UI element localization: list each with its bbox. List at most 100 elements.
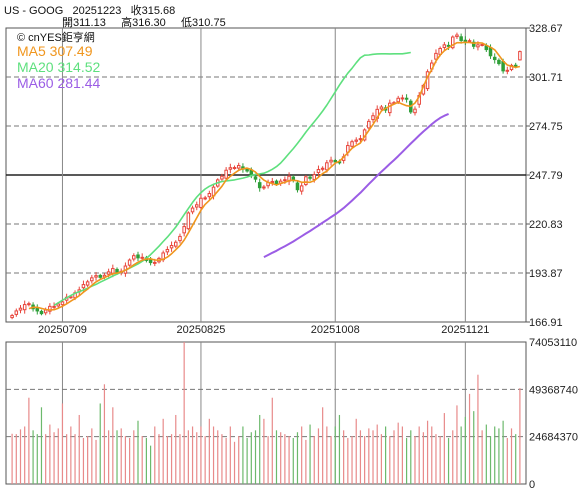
candle-body xyxy=(81,284,86,289)
volume-bar xyxy=(32,430,34,484)
volume-bar xyxy=(498,428,500,484)
volume-bar xyxy=(112,407,114,484)
volume-panel-frame xyxy=(5,341,527,485)
price-tick-label: 328.67 xyxy=(529,23,563,35)
candle-body xyxy=(396,97,400,103)
candle-body xyxy=(90,277,94,282)
volume-bar xyxy=(301,426,303,484)
volume-bar xyxy=(187,430,189,484)
candle-body xyxy=(178,235,182,242)
candle-body xyxy=(320,167,325,170)
candle-body xyxy=(262,186,266,189)
candle-body xyxy=(371,115,375,121)
volume-bar xyxy=(389,436,391,484)
volume-bar xyxy=(120,428,122,484)
volume-bar xyxy=(405,437,408,484)
volume-bar xyxy=(170,434,173,484)
quote-header-line1: US - GOOG 20251223 收315.68 xyxy=(4,2,175,18)
volume-bar xyxy=(410,430,412,484)
volume-bar xyxy=(217,430,219,484)
volume-bar xyxy=(364,436,366,484)
volume-bar xyxy=(19,429,22,484)
high-price: 高316.30 xyxy=(121,17,166,29)
candle-body xyxy=(476,44,480,48)
candle-body xyxy=(455,34,459,38)
brand-watermark: © cnYES鉅亨網 xyxy=(17,29,95,45)
price-axis-ticks: 328.67 301.71 274.75 247.79 220.83 193.87 166.… xyxy=(526,23,563,329)
volume-bar xyxy=(28,397,30,484)
candle-body xyxy=(245,168,249,172)
volume-bar xyxy=(481,430,483,484)
candle-body xyxy=(316,169,321,174)
volume-bar xyxy=(162,418,164,484)
candle-body xyxy=(471,41,476,47)
volume-bar xyxy=(494,426,496,484)
candle-body xyxy=(308,176,312,179)
volume-bar xyxy=(468,393,471,484)
volume-bar xyxy=(464,416,466,484)
candle-body xyxy=(203,197,207,200)
volume-bar xyxy=(271,397,273,484)
volume-bar xyxy=(267,436,269,484)
candle-body xyxy=(404,97,409,100)
close-price: 收315.68 xyxy=(130,5,176,17)
candle-body xyxy=(354,139,358,142)
volume-tick-label: 0 xyxy=(529,479,535,491)
volume-bar xyxy=(355,418,357,484)
volume-bar xyxy=(212,426,215,484)
candle-body xyxy=(127,259,132,266)
volume-bar xyxy=(78,414,80,484)
volume-bar xyxy=(376,424,378,484)
volume-bar xyxy=(99,403,101,484)
quote-header-line2: 開311.13 高316.30 低310.75 xyxy=(62,14,226,30)
candle-body xyxy=(325,162,329,171)
volume-bar xyxy=(502,420,504,484)
price-tick-label: 193.87 xyxy=(529,268,563,280)
candle-body xyxy=(194,204,199,208)
volume-bar xyxy=(116,430,118,484)
volume-bar xyxy=(506,437,508,484)
quote-date: 20251223 xyxy=(72,5,122,17)
volume-bar xyxy=(305,439,307,484)
candle-body xyxy=(35,307,40,312)
candle-body xyxy=(513,64,518,67)
volume-bar xyxy=(133,430,135,484)
volume-bar xyxy=(372,430,374,484)
volume-bar xyxy=(510,428,513,484)
volume-bar xyxy=(443,413,445,484)
candle-body xyxy=(379,106,384,110)
volume-bar xyxy=(166,436,168,484)
volume-bar xyxy=(385,426,387,484)
volume-bar xyxy=(393,430,395,484)
candle-body xyxy=(446,44,451,47)
candle-body xyxy=(148,259,153,264)
volume-bar xyxy=(368,428,370,484)
candle-body xyxy=(333,160,338,163)
volume-bar xyxy=(238,436,240,484)
volume-bar xyxy=(359,430,362,484)
candle-body xyxy=(505,69,510,72)
candle-body xyxy=(283,179,287,182)
volume-bar xyxy=(242,426,244,484)
volume-bar xyxy=(175,414,177,484)
candlesticks xyxy=(10,32,522,320)
volume-bar xyxy=(347,437,349,484)
candle-body xyxy=(518,51,522,61)
volume-bar xyxy=(137,420,139,484)
candle-body xyxy=(442,44,447,48)
candle-body xyxy=(69,296,73,299)
candle-body xyxy=(153,261,157,264)
candle-body xyxy=(274,180,279,185)
volume-bar xyxy=(191,426,194,484)
candle-body xyxy=(106,271,111,275)
date-axis-ticks: 20250709 20250825 20251008 20251121 xyxy=(38,324,489,336)
volume-bar xyxy=(208,418,210,484)
volume-bar xyxy=(313,436,315,484)
volume-tick-label: 24684370 xyxy=(529,432,578,444)
candle-body xyxy=(304,176,308,186)
volume-bar xyxy=(322,407,324,484)
volume-bar xyxy=(263,418,265,484)
volume-bar xyxy=(36,434,38,484)
candle-body xyxy=(459,36,463,41)
